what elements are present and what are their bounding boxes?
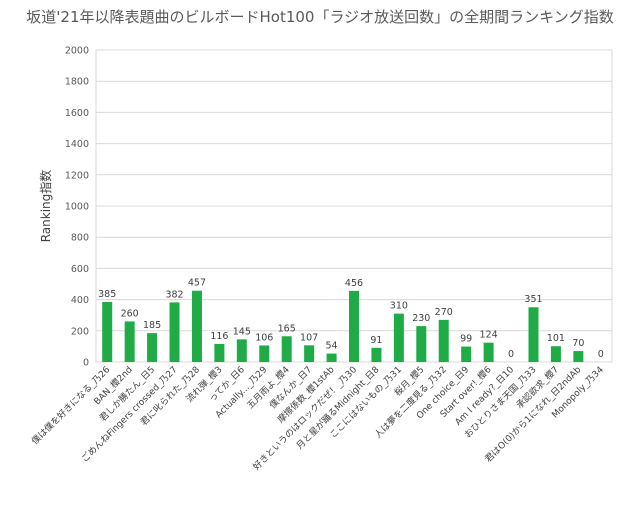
y-axis-label: Ranking指数 — [38, 170, 53, 243]
bar — [191, 290, 202, 362]
data-label: 260 — [121, 308, 139, 319]
bar — [326, 353, 337, 362]
data-label: 124 — [480, 330, 498, 341]
y-tick-label: 1400 — [65, 139, 89, 150]
bar — [304, 345, 315, 362]
y-tick-label: 1800 — [65, 77, 89, 88]
data-label: 107 — [300, 332, 318, 343]
data-label: 385 — [98, 289, 116, 300]
bar — [281, 336, 292, 362]
data-label: 106 — [255, 332, 273, 343]
y-tick-label: 0 — [83, 358, 89, 369]
chart-title: 坂道'21年以降表題曲のビルボードHot100「ラジオ放送回数」の全期間ランキン… — [26, 8, 614, 26]
bar — [528, 307, 539, 362]
bar — [416, 326, 427, 362]
data-label: 270 — [435, 307, 453, 318]
bar — [573, 351, 584, 362]
y-tick-label: 800 — [71, 233, 89, 244]
data-label: 230 — [412, 313, 430, 324]
data-label: 70 — [572, 338, 584, 349]
data-label: 457 — [188, 278, 206, 289]
data-label: 382 — [165, 289, 183, 300]
y-tick-label: 2000 — [65, 46, 89, 57]
data-label: 165 — [278, 323, 296, 334]
bar — [550, 346, 561, 362]
bar — [124, 321, 135, 362]
bar — [393, 313, 404, 362]
bar — [236, 339, 247, 362]
data-label: 351 — [524, 294, 542, 305]
bar — [483, 342, 494, 362]
y-tick-label: 1600 — [65, 108, 89, 119]
y-tick-label: 400 — [71, 295, 89, 306]
bar — [169, 302, 180, 362]
data-label: 116 — [210, 331, 228, 342]
bar — [371, 347, 382, 362]
data-label: 0 — [598, 349, 604, 360]
data-label: 185 — [143, 320, 161, 331]
bar — [259, 345, 270, 362]
bar — [438, 319, 449, 362]
data-label: 101 — [547, 333, 565, 344]
data-label: 310 — [390, 301, 408, 312]
data-label: 54 — [326, 341, 338, 352]
data-label: 145 — [233, 326, 251, 337]
bar — [102, 301, 113, 362]
data-label: 456 — [345, 278, 363, 289]
bar — [461, 346, 472, 362]
y-tick-label: 600 — [71, 264, 89, 275]
data-label: 0 — [508, 349, 514, 360]
data-label: 99 — [460, 334, 472, 345]
bar — [214, 343, 225, 362]
bar — [349, 290, 359, 362]
y-tick-label: 1200 — [65, 170, 89, 181]
bar — [147, 333, 158, 362]
y-tick-label: 1000 — [65, 202, 89, 213]
data-label: 91 — [370, 335, 382, 346]
y-tick-label: 200 — [71, 326, 89, 337]
